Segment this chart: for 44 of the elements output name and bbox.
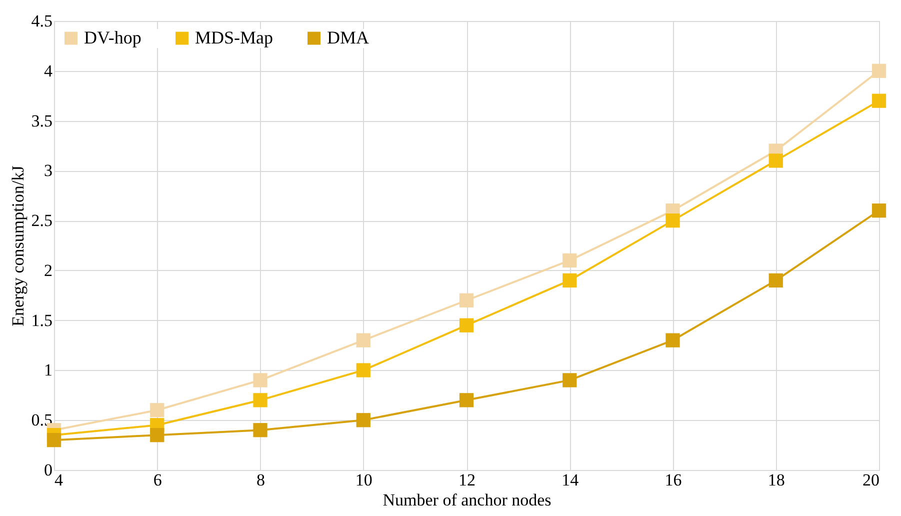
x-tick-label: 16 — [664, 470, 682, 490]
point — [666, 213, 680, 228]
point — [562, 273, 577, 288]
legend-label: DMA — [327, 27, 370, 48]
legend-label: DV-hop — [84, 27, 142, 48]
y-tick-label: 2.5 — [31, 211, 52, 230]
y-tick-label: 4.5 — [31, 12, 52, 30]
y-tick-label: 0 — [44, 460, 52, 480]
x-tick-label: 14 — [562, 470, 580, 490]
point — [356, 333, 370, 348]
x-tick-label: 8 — [256, 470, 265, 490]
y-tick-label: 3.5 — [31, 111, 52, 130]
point — [666, 333, 680, 348]
y-tick-label: 3 — [44, 161, 52, 180]
point — [459, 318, 474, 332]
point — [150, 403, 164, 418]
point — [768, 154, 783, 168]
y-tick-label: 2 — [44, 260, 52, 280]
point — [872, 64, 886, 78]
point — [872, 94, 886, 108]
point — [253, 423, 268, 438]
point — [253, 393, 268, 408]
x-tick-label: 10 — [355, 470, 372, 490]
point — [768, 273, 783, 288]
point — [459, 293, 474, 308]
x-tick-label: 20 — [862, 470, 880, 490]
point — [459, 393, 474, 408]
y-axis-title: Energy consumption/kJ — [8, 165, 28, 326]
x-tick-label: 6 — [153, 470, 162, 490]
point — [253, 373, 268, 388]
point — [46, 432, 62, 448]
point — [356, 363, 370, 378]
x-tick-label: 18 — [768, 470, 785, 490]
point — [150, 428, 164, 442]
x-tick-label: 12 — [458, 470, 476, 490]
y-tick-label: 1.5 — [31, 310, 52, 330]
x-axis-title: Number of anchor nodes — [382, 490, 552, 510]
point — [872, 204, 886, 218]
point — [356, 413, 370, 428]
point — [562, 373, 577, 388]
y-tick-label: 1 — [44, 360, 52, 380]
y-tick-label: 4 — [44, 61, 53, 80]
point — [562, 253, 577, 268]
legend-label: MDS-Map — [195, 27, 274, 48]
